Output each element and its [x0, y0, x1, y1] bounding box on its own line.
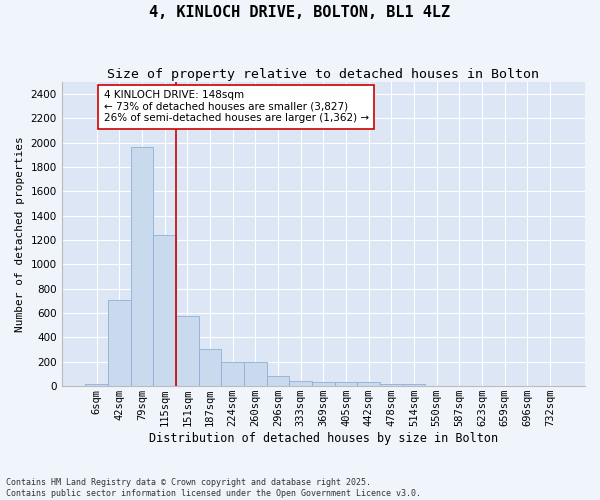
Bar	[403, 384, 425, 386]
Bar	[335, 382, 358, 386]
Bar	[199, 349, 221, 386]
Bar	[289, 380, 312, 386]
Title: Size of property relative to detached houses in Bolton: Size of property relative to detached ho…	[107, 68, 539, 80]
Bar	[221, 362, 244, 386]
Text: Contains HM Land Registry data © Crown copyright and database right 2025.
Contai: Contains HM Land Registry data © Crown c…	[6, 478, 421, 498]
Text: 4, KINLOCH DRIVE, BOLTON, BL1 4LZ: 4, KINLOCH DRIVE, BOLTON, BL1 4LZ	[149, 5, 451, 20]
Bar	[266, 376, 289, 386]
Bar	[244, 362, 266, 386]
Bar	[380, 384, 403, 386]
X-axis label: Distribution of detached houses by size in Bolton: Distribution of detached houses by size …	[149, 432, 498, 445]
Bar	[154, 235, 176, 386]
Y-axis label: Number of detached properties: Number of detached properties	[15, 136, 25, 332]
Bar	[85, 384, 108, 386]
Bar	[312, 382, 335, 386]
Bar	[358, 382, 380, 386]
Bar	[108, 300, 131, 386]
Bar	[176, 316, 199, 386]
Bar	[131, 148, 154, 386]
Text: 4 KINLOCH DRIVE: 148sqm
← 73% of detached houses are smaller (3,827)
26% of semi: 4 KINLOCH DRIVE: 148sqm ← 73% of detache…	[104, 90, 369, 124]
